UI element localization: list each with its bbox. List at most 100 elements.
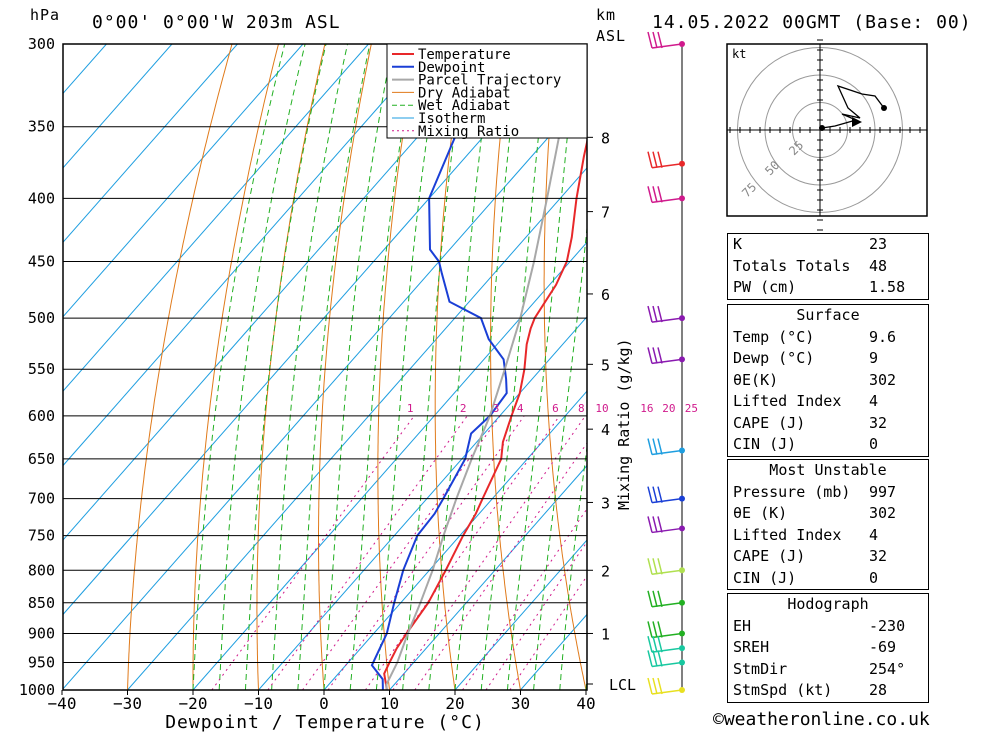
- hodograph-title: Hodograph: [787, 595, 869, 613]
- km-tick-label: 2: [601, 562, 610, 580]
- wind-barb: [647, 186, 683, 204]
- pressure-tick-label: 1000: [19, 681, 55, 699]
- wind-barb-feather: [652, 31, 658, 49]
- wind-barb: [647, 558, 683, 576]
- isotherm-line: [63, 92, 587, 690]
- isotherm-line: [127, 167, 587, 690]
- wind-barb: [647, 31, 683, 49]
- hodograph-table: Hodograph EH -230 SREH -69 StmDir 254° StmS…: [727, 593, 929, 703]
- location-title: 0°00' 0°00'W 203m ASL: [92, 12, 341, 33]
- unstable-row: Pressure (mb) 997: [733, 482, 897, 501]
- wind-barb-feather: [647, 186, 653, 203]
- km-tick-label: 4: [601, 421, 610, 439]
- index-row: K 23: [733, 235, 888, 253]
- km-tick-label: 7: [601, 204, 610, 222]
- mixing-ratio-line: [509, 575, 587, 690]
- isotherm-line: [63, 44, 369, 392]
- wind-barb-feather: [647, 347, 653, 364]
- pressure-tick-label: 650: [28, 450, 55, 468]
- wind-barb-feather: [647, 305, 653, 323]
- wind-barb-feather: [647, 635, 653, 653]
- pressure-tick-label: 500: [28, 309, 55, 327]
- hodo-row: StmDir 254°: [733, 659, 906, 678]
- isotherm-line: [63, 44, 238, 244]
- mixing-ratio-tick-label: 6: [552, 402, 559, 415]
- mixing-ratio-line: [462, 507, 587, 690]
- wind-barb-feather: [647, 486, 653, 503]
- legend-entry: Dry Adiabat: [418, 85, 511, 101]
- wind-barb-feather: [647, 650, 653, 667]
- mixing-ratio-line: [302, 415, 501, 690]
- wind-barb-feather: [652, 186, 658, 203]
- mixing-ratio-tick-label: 1: [407, 402, 414, 415]
- wind-barb-feather: [647, 558, 653, 575]
- wind-barb-feather: [657, 590, 663, 607]
- wind-barb: [647, 635, 683, 653]
- wind-barb-feather: [657, 438, 663, 455]
- lcl-label: LCL: [609, 676, 636, 694]
- x-tick-label: 30: [511, 694, 530, 713]
- surface-row: Temp (°C) 9.6: [733, 327, 897, 346]
- wet-adiabat-line: [297, 44, 371, 690]
- wet-adiabat-line: [428, 44, 495, 690]
- wind-barb-feather: [657, 650, 663, 667]
- wind-barb-feather: [647, 151, 653, 168]
- indices-table: K 23 Totals Totals 48 PW (cm) 1.58: [727, 233, 929, 300]
- pressure-tick-label: 600: [28, 407, 55, 425]
- plot-frame: [62, 43, 588, 691]
- legend-entry: Isotherm: [418, 111, 485, 127]
- wind-barb-feather: [657, 621, 663, 638]
- profile-lines: [370, 44, 587, 690]
- pressure-tick-label: 700: [28, 490, 55, 508]
- wind-barb-feather: [657, 677, 663, 695]
- wind-barb: [647, 516, 683, 534]
- pressure-tick-label: 950: [28, 653, 55, 671]
- dry-adiabat-line: [192, 44, 279, 690]
- wind-barb-feather: [657, 186, 663, 203]
- wind-barb: [647, 305, 683, 323]
- hodograph-trace: [821, 84, 885, 129]
- unstable-row: CIN (J) 0: [733, 568, 879, 587]
- pressure-tick-label: 300: [28, 35, 55, 53]
- wind-barb: [647, 650, 683, 668]
- x-tick-label: 40: [576, 694, 595, 713]
- copyright-text[interactable]: ©weatheronline.co.uk: [713, 709, 930, 730]
- dry-adiabat-line: [127, 44, 233, 690]
- mixing-ratio-line: [327, 415, 525, 690]
- isotherm-line: [258, 315, 587, 690]
- pressure-unit-label: hPa: [30, 6, 61, 24]
- wind-barb-feather: [652, 621, 658, 638]
- wet-adiabat-line: [480, 44, 550, 690]
- surface-row: θE(K) 302: [733, 370, 897, 389]
- x-tick-label: 20: [445, 694, 464, 713]
- wind-barb: [647, 151, 683, 169]
- wet-adiabat-line: [454, 44, 522, 690]
- dry-adiabat-line: [928, 44, 1000, 690]
- isotherm-line: [323, 390, 587, 690]
- wind-barb-feather: [657, 558, 663, 575]
- wind-barb-feather: [657, 151, 663, 168]
- mixing-ratio-tick-label: 4: [517, 402, 524, 415]
- mixing-ratio-line: [267, 415, 468, 690]
- wind-barb-feather: [652, 590, 658, 607]
- mixing-ratio-tick-label: 20: [662, 402, 675, 415]
- km-tick-label: 5: [601, 356, 610, 374]
- isotherm-line: [63, 44, 304, 318]
- mixing-ratio-line: [414, 442, 587, 690]
- mixing-ratio-tick-label: 3: [493, 402, 500, 415]
- unstable-row: Lifted Index 4: [733, 525, 879, 544]
- mixing-ratio-line: [211, 415, 415, 690]
- x-tick-label: −10: [244, 694, 273, 713]
- isotherm-line: [192, 241, 587, 690]
- hodograph-unit-label: kt: [732, 47, 746, 61]
- asl-unit-label: ASL: [596, 27, 627, 45]
- wind-barb-feather: [652, 486, 658, 503]
- wind-barb-feather: [647, 516, 653, 533]
- km-tick-label: 3: [601, 494, 610, 512]
- pressure-tick-label: 400: [28, 189, 55, 207]
- pressure-tick-label: 750: [28, 527, 55, 545]
- km-tick-label: 8: [601, 129, 610, 147]
- unstable-row: θE (K) 302: [733, 504, 897, 522]
- wind-barb: [647, 486, 683, 504]
- wind-barb-feather: [652, 558, 658, 575]
